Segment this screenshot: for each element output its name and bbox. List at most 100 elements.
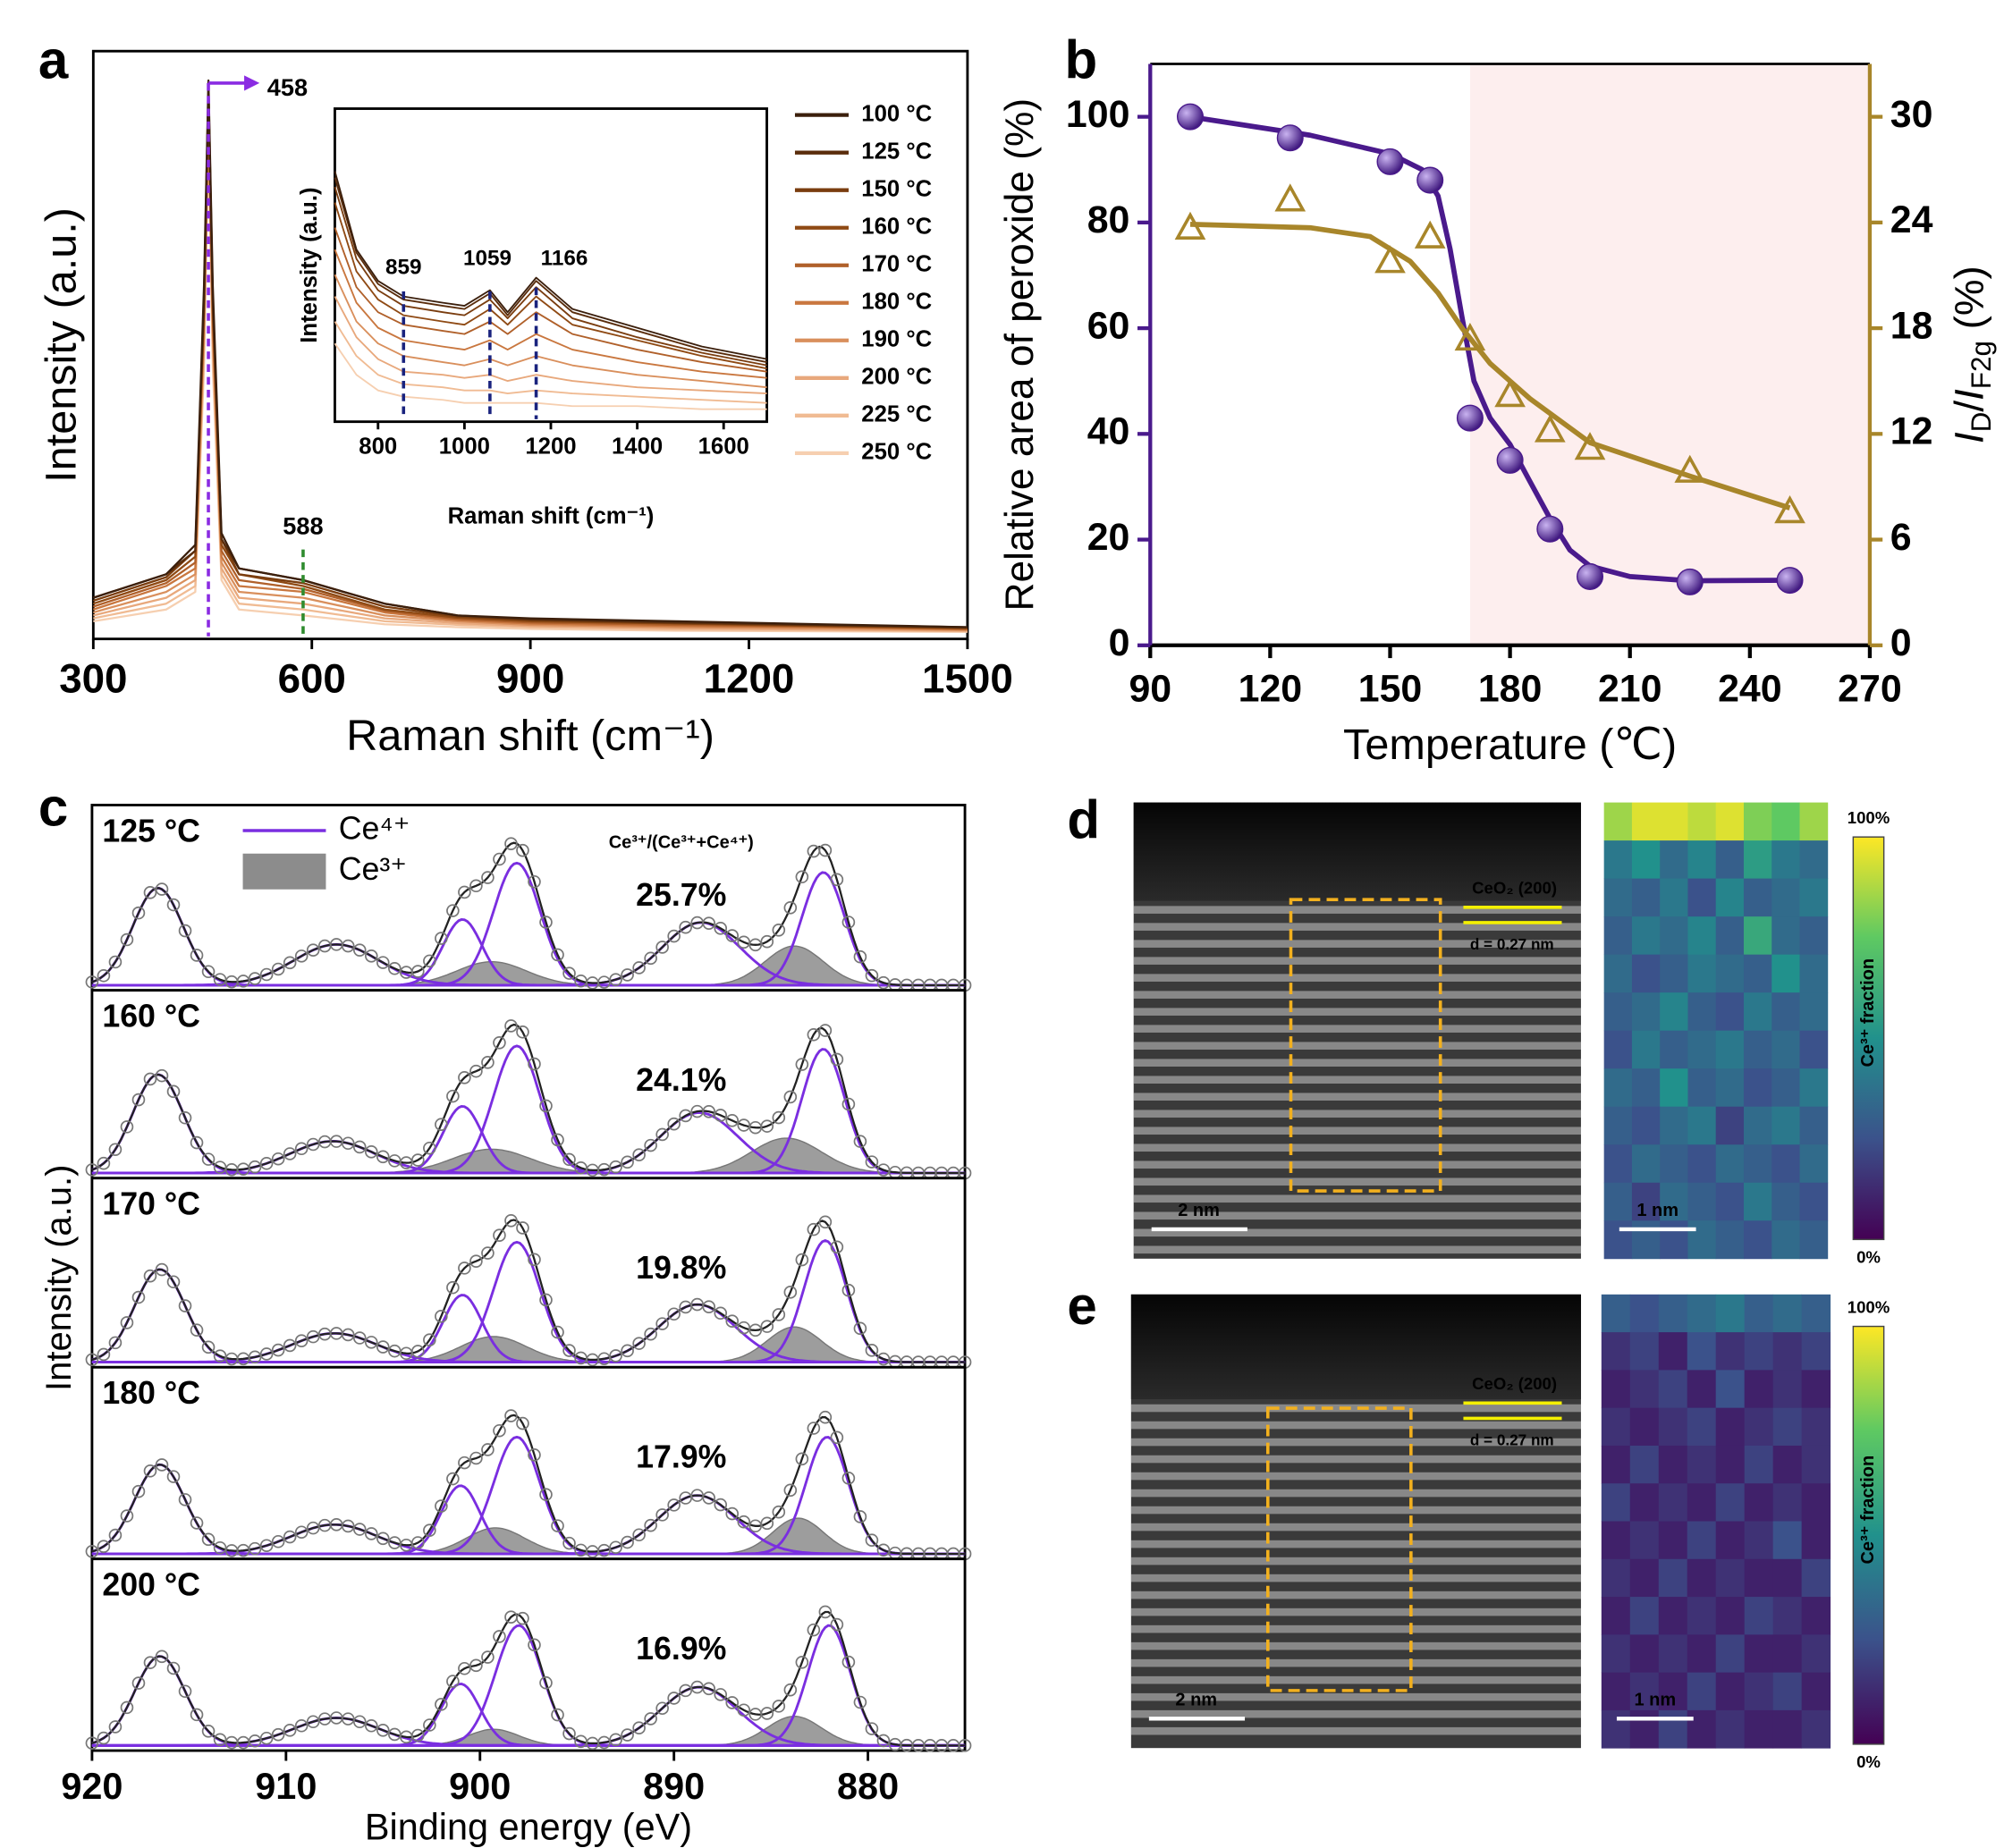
envelope-point	[504, 837, 518, 851]
envelope-point	[667, 1692, 681, 1705]
heatmap-cell	[1687, 1558, 1717, 1598]
heatmap-cell	[1801, 1332, 1831, 1371]
heatmap-cell	[1601, 1597, 1631, 1635]
heatmap-cell	[1743, 878, 1772, 917]
envelope-point	[865, 1344, 879, 1357]
envelope-point	[166, 1470, 181, 1483]
stem-vacuum	[1133, 802, 1581, 901]
heatmap-cell	[1603, 954, 1633, 993]
envelope-point	[85, 1736, 99, 1750]
envelope-point	[364, 1718, 378, 1733]
y2-axis-label-part: I	[1946, 432, 1991, 443]
envelope-point	[469, 1254, 483, 1268]
peak-marker-label: 588	[283, 511, 323, 539]
y-tick-label: 0	[1109, 621, 1130, 664]
envelope-point	[341, 939, 355, 953]
envelope-point	[178, 1684, 192, 1699]
envelope-point	[283, 1338, 297, 1353]
lattice-fringe	[1130, 1557, 1581, 1565]
colorbar-tick-label: 100%	[1848, 1297, 1890, 1316]
envelope-point	[841, 1655, 856, 1669]
envelope-point	[644, 1327, 657, 1341]
x-axis-label: Raman shift (cm⁻¹)	[448, 504, 655, 529]
envelope-point	[446, 1675, 460, 1688]
heatmap-cell	[1715, 1068, 1745, 1108]
heatmap-cell	[1772, 1370, 1803, 1409]
heatmap-cell	[1631, 1068, 1661, 1108]
envelope-point	[818, 843, 833, 857]
envelope-point	[818, 1024, 833, 1037]
envelope-point	[562, 1344, 576, 1357]
heatmap-cell	[1715, 1483, 1746, 1522]
lattice-fringe	[1133, 1160, 1581, 1169]
heatmap-cell	[1801, 1370, 1831, 1409]
legend-label: 125 °C	[861, 139, 932, 164]
envelope-point	[97, 1540, 111, 1553]
x-tick-label: 1500	[922, 656, 1013, 702]
envelope-point	[190, 1516, 204, 1530]
envelope-point	[435, 1118, 448, 1132]
heatmap-cell	[1629, 1521, 1660, 1560]
envelope-point	[528, 1057, 541, 1071]
heatmap-cell	[1715, 1709, 1746, 1749]
lattice-fringe	[1130, 1574, 1581, 1582]
legend-label: 150 °C	[861, 177, 932, 202]
envelope-point	[539, 1099, 553, 1113]
envelope-point	[562, 1726, 576, 1741]
envelope-point	[783, 1483, 798, 1498]
data-point	[1774, 495, 1805, 524]
envelope-point	[213, 1733, 227, 1747]
envelope-point	[469, 1064, 483, 1078]
heatmap-cell	[1629, 1445, 1660, 1484]
envelope-point	[702, 1682, 716, 1696]
envelope-point	[807, 1623, 821, 1637]
envelope-point	[876, 1543, 891, 1557]
envelope-point	[783, 1683, 798, 1697]
envelope-point	[504, 1409, 518, 1422]
spacing-label: d = 0.27 nm	[1470, 935, 1554, 953]
lattice-fringe	[1130, 1624, 1581, 1633]
lattice-fringe	[1133, 1042, 1581, 1050]
x-tick-label: 800	[359, 435, 397, 460]
heatmap-cell	[1660, 1068, 1688, 1108]
ratio-label: 19.8%	[636, 1250, 726, 1286]
heatmap-cell	[1771, 1144, 1800, 1184]
heatmap-cell	[1660, 1106, 1688, 1145]
heatmap-cell	[1715, 1220, 1745, 1260]
envelope-point	[97, 968, 111, 983]
heatmap-cell	[1772, 1709, 1803, 1749]
envelope-point	[294, 1142, 309, 1156]
heatmap-cell	[1601, 1332, 1631, 1371]
heatmap-cell	[1687, 954, 1717, 993]
heatmap-cell	[1799, 840, 1829, 880]
envelope-point	[201, 1152, 216, 1166]
lattice-fringe	[1133, 1076, 1581, 1084]
data-point	[1174, 211, 1206, 240]
heatmap-cell	[1687, 1294, 1717, 1333]
envelope-point	[411, 965, 425, 978]
heatmap-cell	[1658, 1634, 1688, 1674]
heatmap-cell	[1601, 1483, 1631, 1522]
envelope-point	[341, 1328, 355, 1342]
heatmap-cell	[1801, 1294, 1831, 1333]
envelope-point	[853, 949, 867, 964]
envelope-point	[725, 1506, 740, 1521]
heatmap-cell	[1687, 1030, 1717, 1069]
envelope-point	[725, 1696, 740, 1709]
envelope-point	[469, 1658, 483, 1673]
heatmap-cell	[1629, 1672, 1660, 1711]
envelope-point	[865, 1155, 879, 1169]
y2-axis-label-part: F2g	[1966, 341, 1997, 389]
envelope-point	[166, 1275, 181, 1289]
x-tick-label: 890	[643, 1765, 705, 1807]
envelope-point	[644, 1518, 657, 1532]
heatmap-cell	[1601, 1634, 1631, 1674]
heatmap-cell	[1687, 840, 1717, 880]
envelope-point	[632, 961, 646, 975]
lattice-fringe	[1130, 1540, 1581, 1548]
envelope-point	[341, 1136, 355, 1151]
envelope-point	[516, 1221, 529, 1235]
lattice-fringe	[1133, 1228, 1581, 1237]
heatmap-cell	[1658, 1597, 1688, 1635]
heatmap-cell	[1603, 1030, 1633, 1069]
